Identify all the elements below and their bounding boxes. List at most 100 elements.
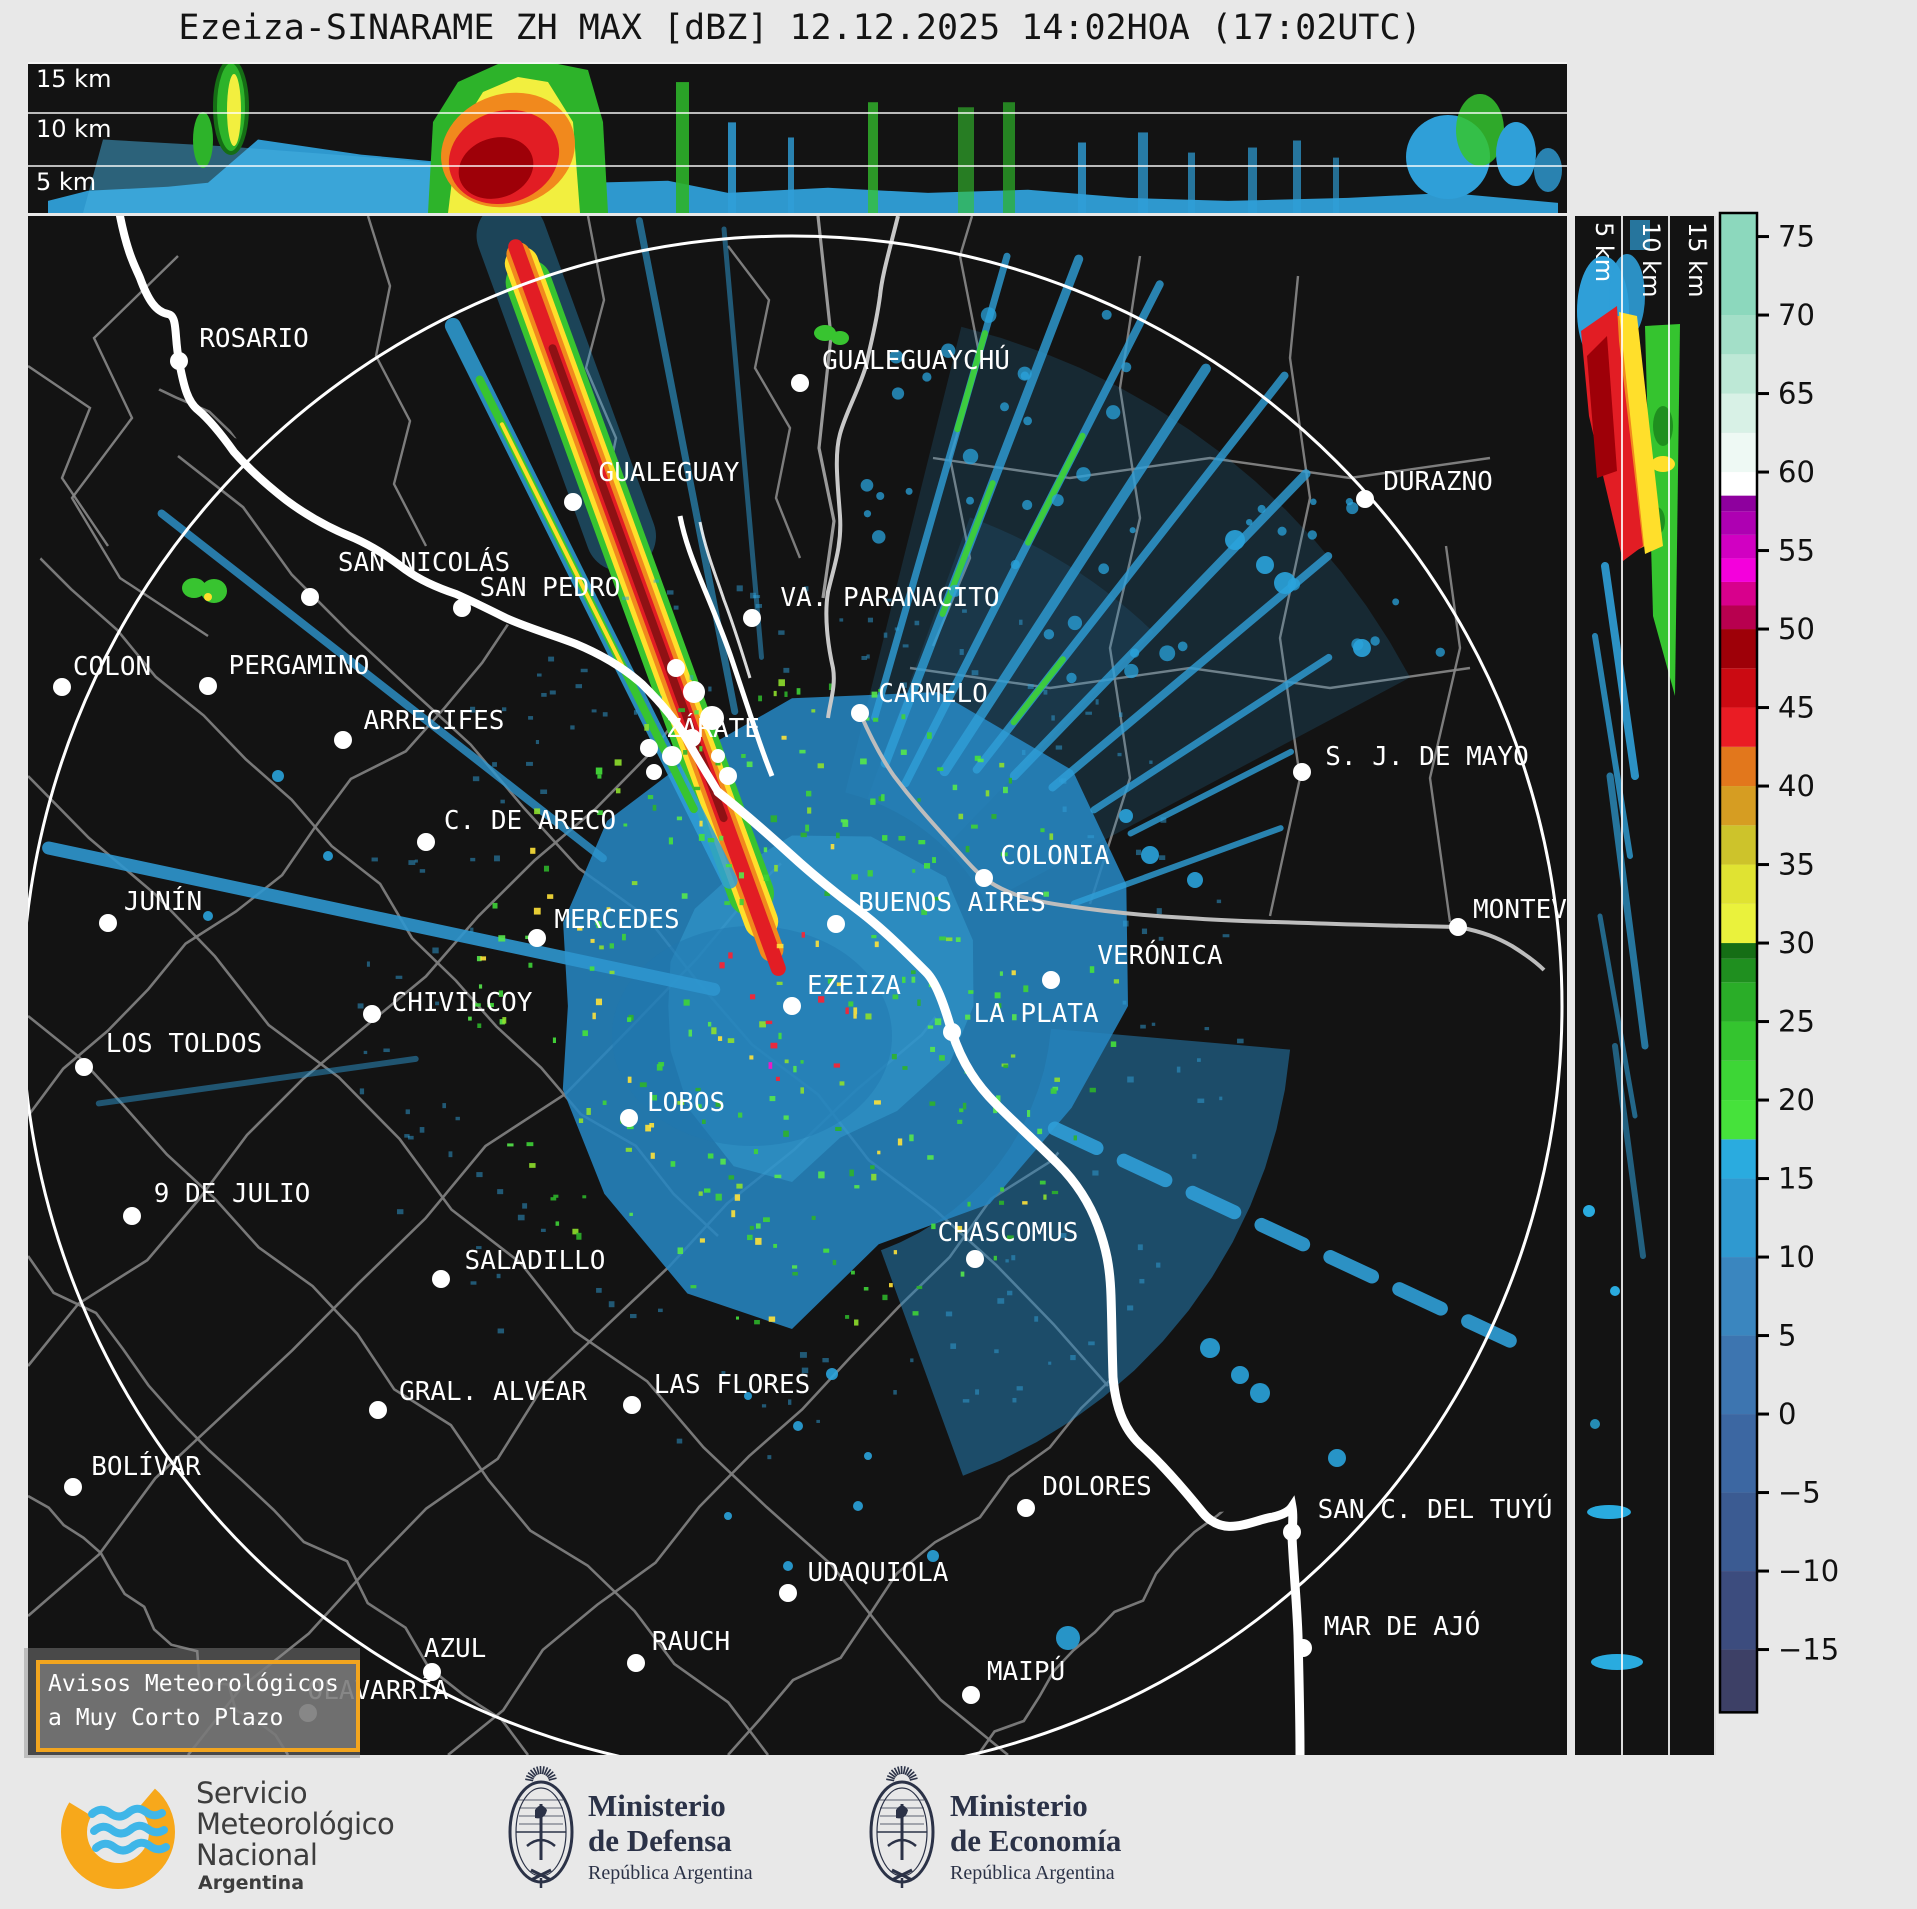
city-label: ZÁRATE bbox=[666, 712, 760, 744]
colorbar-segment bbox=[1720, 581, 1757, 606]
page-title: Ezeiza-SINARAME ZH MAX [dBZ] 12.12.2025 … bbox=[178, 8, 1422, 48]
city-dot bbox=[75, 1058, 93, 1076]
city-dot bbox=[1283, 1523, 1301, 1541]
city-label: RAUCH bbox=[652, 1627, 730, 1657]
colorbar-segment bbox=[1720, 1335, 1757, 1415]
defensa-republica-label: República Argentina bbox=[588, 1862, 753, 1884]
city-label: S. J. DE MAYO bbox=[1325, 742, 1529, 772]
colorbar-tick-label: −5 bbox=[1778, 1476, 1821, 1510]
colorbar-segment bbox=[1720, 943, 1757, 959]
colorbar-tick-label: 5 bbox=[1778, 1319, 1796, 1353]
colorbar-segment bbox=[1720, 864, 1757, 904]
colorbar-segment bbox=[1720, 495, 1757, 512]
city-label: SAN NICOLÁS bbox=[338, 546, 510, 578]
city-dot bbox=[779, 1584, 797, 1602]
colorbar-tick-label: 65 bbox=[1778, 377, 1815, 411]
defensa-coat-of-arms-icon bbox=[508, 1766, 574, 1888]
colorbar-tick-label: 30 bbox=[1778, 926, 1815, 960]
city-dot bbox=[783, 997, 801, 1015]
ministerio-economia-label: Ministerio de Economía bbox=[950, 1788, 1122, 1858]
city-dot bbox=[301, 588, 319, 606]
city-label: COLONIA bbox=[1000, 841, 1110, 871]
radar-echoes bbox=[42, 216, 1543, 1650]
colorbar-segment bbox=[1720, 786, 1757, 826]
city-dot bbox=[1294, 1639, 1312, 1657]
smn-logo-text: Servicio Meteorológico Nacional bbox=[196, 1776, 395, 1872]
city-label: MAR DE AJÓ bbox=[1324, 1610, 1481, 1642]
colorbar-tick-label: 15 bbox=[1778, 1162, 1815, 1196]
colorbar-tick-label: 35 bbox=[1778, 848, 1815, 882]
colorbar-segment bbox=[1720, 1414, 1757, 1493]
cross-section-right-panel: 5 km 10 km 15 km bbox=[1575, 216, 1716, 1755]
warning-line-2: a Muy Corto Plazo bbox=[48, 1705, 284, 1731]
city-dot bbox=[1042, 971, 1060, 989]
city-label: CHASCOMUS bbox=[938, 1218, 1079, 1248]
colorbar-segment bbox=[1720, 558, 1757, 582]
city-label: JUNÍN bbox=[124, 885, 202, 917]
colorbar-segment bbox=[1720, 534, 1757, 559]
city-label: ARRECIFES bbox=[364, 706, 505, 736]
city-label: BOLÍVAR bbox=[91, 1450, 201, 1482]
city-label: GUALEGUAY bbox=[599, 458, 740, 488]
city-dot bbox=[943, 1023, 961, 1041]
cross-section-top-panel: 15 km 10 km 5 km bbox=[28, 62, 1567, 213]
city-dot bbox=[334, 731, 352, 749]
right-panel-altitude-label: 5 km bbox=[1590, 222, 1618, 282]
city-label: MERCEDES bbox=[554, 905, 679, 935]
colorbar-segment bbox=[1720, 746, 1757, 787]
city-dot bbox=[1356, 490, 1374, 508]
colorbar-segment bbox=[1720, 668, 1757, 708]
colorbar-tick-label: 40 bbox=[1778, 769, 1815, 803]
colorbar-segment bbox=[1720, 472, 1757, 496]
city-dot bbox=[1449, 918, 1467, 936]
city-dot bbox=[827, 915, 845, 933]
city-label: VA. PARANACITO bbox=[780, 583, 999, 613]
city-dot bbox=[363, 1005, 381, 1023]
city-label: 9 DE JULIO bbox=[154, 1179, 311, 1209]
warning-box: Avisos Meteorológicos a Muy Corto Plazo bbox=[36, 1660, 360, 1752]
city-dot bbox=[966, 1250, 984, 1268]
colorbar-segment bbox=[1720, 511, 1757, 535]
colorbar-segment bbox=[1720, 629, 1757, 669]
warning-overlay-backing: Avisos Meteorológicos a Muy Corto Plazo bbox=[24, 1648, 360, 1758]
city-label: CHIVILCOY bbox=[392, 988, 533, 1018]
colorbar-segment bbox=[1720, 1100, 1757, 1140]
colorbar-tick-label: 0 bbox=[1778, 1397, 1796, 1431]
colorbar-segment bbox=[1720, 213, 1757, 316]
colorbar-segment bbox=[1720, 1257, 1757, 1336]
colorbar-tick-label: 75 bbox=[1778, 220, 1815, 254]
colorbar-tick-label: 70 bbox=[1778, 298, 1815, 332]
ministerio-defensa-label: Ministerio de Defensa bbox=[588, 1788, 732, 1858]
city-dot bbox=[564, 493, 582, 511]
colorbar-segment bbox=[1720, 432, 1757, 473]
colorbar-segment bbox=[1720, 1492, 1757, 1572]
city-dot bbox=[199, 677, 217, 695]
city-label: DURAZNO bbox=[1383, 467, 1493, 497]
colorbar-segment bbox=[1720, 903, 1757, 944]
city-label: SALADILLO bbox=[465, 1246, 606, 1276]
top-panel-altitude-label: 10 km bbox=[36, 115, 111, 143]
colorbar-segment bbox=[1720, 1649, 1757, 1713]
colorbar-segment bbox=[1720, 354, 1757, 394]
city-label: LOBOS bbox=[647, 1088, 725, 1118]
city-label: C. DE ARECO bbox=[444, 806, 616, 836]
city-dot bbox=[123, 1207, 141, 1225]
colorbar-segment bbox=[1720, 707, 1757, 747]
city-label: GRAL. ALVEAR bbox=[399, 1377, 587, 1407]
city-label: MAIPÚ bbox=[987, 1655, 1065, 1687]
warning-line-1: Avisos Meteorológicos bbox=[48, 1671, 339, 1697]
radar-map-panel: ROSARIO GUALEGUAYCHÚ GUALEGUAY SAN NICOLÁS D… bbox=[28, 216, 1567, 1755]
colorbar-tick-label: 55 bbox=[1778, 534, 1815, 568]
city-dot bbox=[627, 1654, 645, 1672]
city-label: COLON bbox=[73, 652, 151, 682]
right-panel-altitude-label: 10 km bbox=[1637, 222, 1665, 297]
colorbar-segment bbox=[1720, 1060, 1757, 1101]
city-label: ROSARIO bbox=[199, 324, 309, 354]
city-dot bbox=[791, 374, 809, 392]
city-label: PERGAMINO bbox=[229, 651, 370, 681]
city-dot bbox=[369, 1401, 387, 1419]
city-label: UDAQUIOLA bbox=[808, 1558, 949, 1588]
top-panel-altitude-label: 15 km bbox=[36, 65, 111, 93]
